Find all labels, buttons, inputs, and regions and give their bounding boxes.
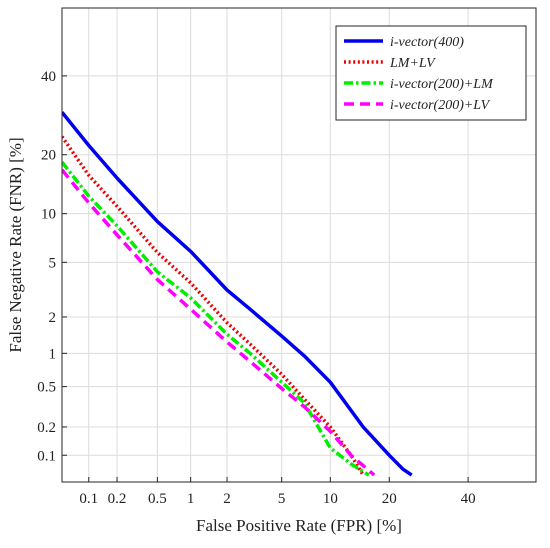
y-tick-label: 1	[49, 346, 57, 362]
legend-label: i-vector(200)+LV	[390, 98, 491, 113]
y-tick-label: 10	[41, 207, 56, 223]
legend-label: i-vector(200)+LM	[390, 77, 494, 92]
tick-labels: 0.1 0.2 0.5 1 2 5 10 20 40 0.1 0.2 0.5 1 2 5 10 20 40	[37, 69, 475, 507]
x-tick-label: 20	[382, 491, 397, 507]
y-tick-label: 0.5	[37, 380, 56, 396]
legend-label: i-vector(400)	[390, 35, 464, 50]
x-tick-label: 0.5	[148, 491, 167, 507]
x-tick-label: 1	[187, 491, 195, 507]
series-line-3	[62, 161, 370, 477]
legend-label: LM+LV	[389, 56, 436, 71]
legend: i-vector(400) LM+LV i-vector(200)+LM i-vect…	[335, 25, 527, 121]
series-line-2	[62, 135, 365, 477]
x-axis-label: False Positive Rate (FPR) [%]	[196, 516, 402, 535]
x-tick-label: 40	[461, 491, 476, 507]
y-tick-label: 5	[49, 255, 57, 271]
y-tick-label: 0.1	[37, 448, 56, 464]
x-tick-label: 2	[223, 491, 231, 507]
y-tick-label: 40	[41, 69, 56, 85]
series-line-1	[62, 111, 413, 477]
x-tick-label: 10	[323, 491, 338, 507]
y-axis-label: False Negative Rate (FNR) [%]	[6, 137, 25, 352]
y-tick-label: 0.2	[37, 420, 56, 436]
x-tick-label: 5	[278, 491, 286, 507]
series-group	[62, 111, 413, 477]
x-tick-label: 0.2	[108, 491, 127, 507]
x-tick-label: 0.1	[79, 491, 98, 507]
y-tick-label: 20	[41, 148, 56, 164]
y-tick-label: 2	[49, 310, 57, 326]
plot-frame	[61, 7, 537, 483]
